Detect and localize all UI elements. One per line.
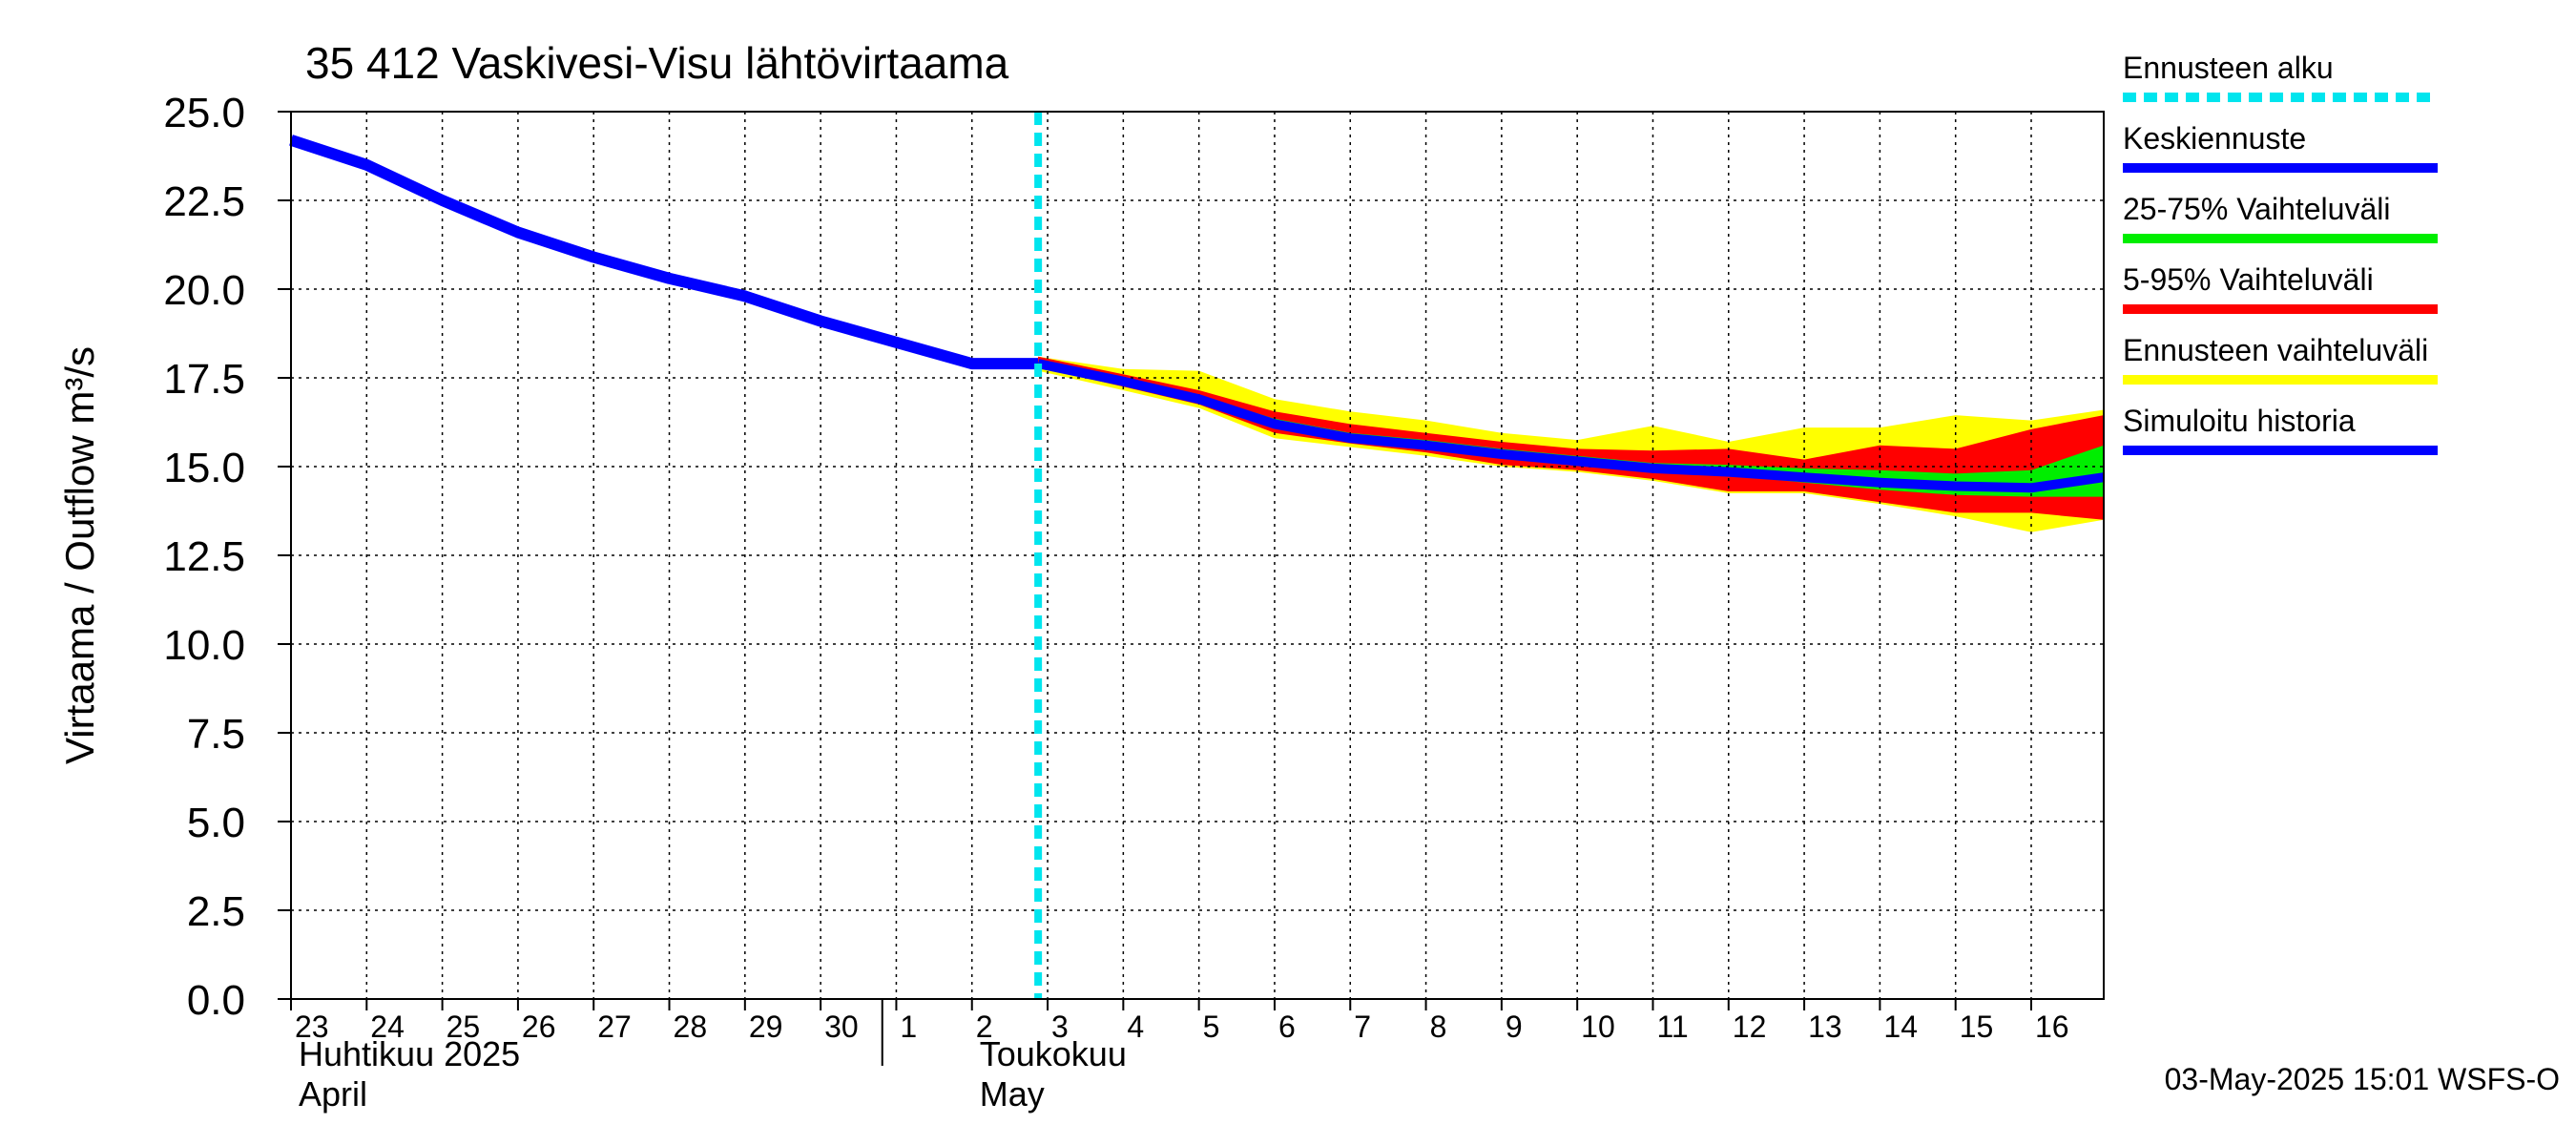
simulated-history-line (289, 135, 1039, 370)
x-day-label: 9 (1506, 1010, 1523, 1044)
y-tick-label: 20.0 (163, 267, 245, 314)
x-axis: 23 24 25 26 27 28 29 30 1 2 3 4 5 6 7 8 9 10 11 12 13 14 15 16H… (290, 999, 2069, 1114)
y-tick-label: 0.0 (187, 977, 245, 1024)
grid-lines (291, 112, 2104, 999)
month-label-fi: Toukokuu (980, 1034, 1127, 1073)
x-day-label: 15 (1960, 1010, 1994, 1044)
x-day-label: 4 (1127, 1010, 1144, 1044)
legend-label: Keskiennuste (2123, 121, 2306, 156)
x-day-label: 14 (1883, 1010, 1918, 1044)
x-day-label: 27 (597, 1010, 632, 1044)
x-day-label: 24 (370, 1010, 405, 1044)
y-tick-label: 15.0 (163, 445, 245, 491)
x-day-label: 12 (1733, 1010, 1767, 1044)
x-day-label: 11 (1656, 1010, 1688, 1044)
mean-forecast-line (1037, 359, 2105, 493)
x-day-label: 3 (1051, 1010, 1069, 1044)
y-tick-label: 25.0 (163, 90, 245, 136)
legend-label: 5-95% Vaihteluväli (2123, 262, 2374, 297)
y-tick-label: 2.5 (187, 888, 245, 935)
x-day-label: 6 (1278, 1010, 1296, 1044)
footer-timestamp: 03-May-2025 15:01 WSFS-O (2165, 1062, 2560, 1096)
x-day-label: 26 (522, 1010, 556, 1044)
x-day-label: 25 (447, 1010, 481, 1044)
y-axis-label: Virtaama / Outflow m³/s (57, 346, 102, 764)
x-day-label: 28 (674, 1010, 708, 1044)
x-day-label: 5 (1203, 1010, 1220, 1044)
y-tick-label: 22.5 (163, 178, 245, 225)
x-day-label: 7 (1354, 1010, 1371, 1044)
forecast-bands (1038, 356, 2104, 532)
y-tick-label: 10.0 (163, 622, 245, 669)
month-label-fi: Huhtikuu 2025 (299, 1034, 520, 1073)
x-day-label: 16 (2035, 1010, 2069, 1044)
legend: Ennusteen alku Keskiennuste 25-75% Vaihtel… (2123, 51, 2438, 455)
legend-label: Ennusteen alku (2123, 51, 2334, 85)
series-lines (289, 112, 2105, 999)
x-day-label: 13 (1808, 1010, 1842, 1044)
x-day-label: 8 (1430, 1010, 1447, 1044)
legend-label: Simuloitu historia (2123, 404, 2356, 438)
plot-area (289, 112, 2105, 999)
legend-label: Ennusteen vaihteluväli (2123, 333, 2428, 367)
y-tick-label: 12.5 (163, 533, 245, 580)
legend-label: 25-75% Vaihteluväli (2123, 192, 2390, 226)
chart-title: 35 412 Vaskivesi-Visu lähtövirtaama (305, 38, 1009, 88)
x-day-label: 10 (1581, 1010, 1615, 1044)
month-label-en: April (299, 1074, 367, 1114)
x-day-label: 2 (976, 1010, 993, 1044)
month-label-en: May (980, 1074, 1045, 1114)
x-day-label: 1 (900, 1010, 917, 1044)
y-tick-label: 7.5 (187, 711, 245, 758)
x-day-label: 30 (824, 1010, 859, 1044)
y-tick-label: 5.0 (187, 800, 245, 846)
x-day-label: 29 (749, 1010, 783, 1044)
y-axis: 0.0 2.5 5.0 7.5 10.0 12.5 15.0 17.5 20.0 22.5 25.0 (163, 90, 291, 1024)
y-tick-label: 17.5 (163, 356, 245, 403)
x-day-label: 23 (295, 1010, 329, 1044)
